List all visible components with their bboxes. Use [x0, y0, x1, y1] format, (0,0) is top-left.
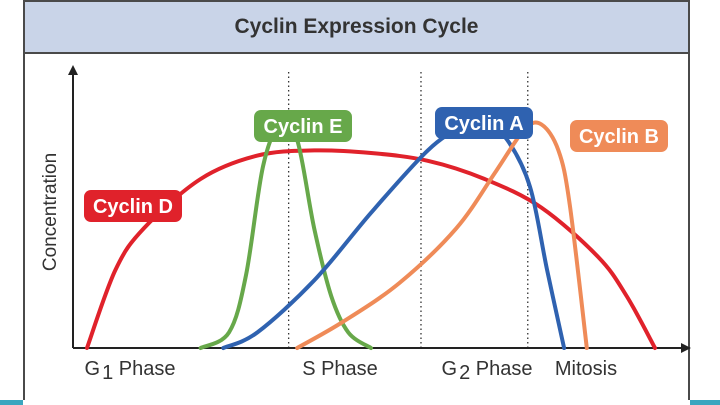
- cyclin-e-label-box: [254, 110, 352, 142]
- bottom-strip-gap: [23, 400, 690, 405]
- y-axis-label: Concentration: [40, 153, 61, 271]
- cyclin-a-label-box: [435, 107, 533, 139]
- cyclin-b-series-line: [295, 120, 589, 350]
- cyclin-a-label-text: Cyclin A: [444, 113, 523, 135]
- cyclin-d-series-line: [85, 148, 657, 350]
- cyclin-e-series-line: [198, 120, 373, 350]
- x-tick-label-4: Mitosis: [555, 358, 617, 380]
- cyclin-d-label-text: Cyclin D: [93, 196, 173, 218]
- x-tick-label-2: S Phase: [302, 358, 378, 380]
- cyclin-b-label-text: Cyclin B: [579, 126, 659, 148]
- cyclin-e-label-text: Cyclin E: [264, 116, 343, 138]
- cyclin-d-label-box: [84, 190, 182, 222]
- chart-title: Cyclin Expression Cycle: [25, 2, 688, 54]
- cyclin-b-label-box: [570, 120, 668, 152]
